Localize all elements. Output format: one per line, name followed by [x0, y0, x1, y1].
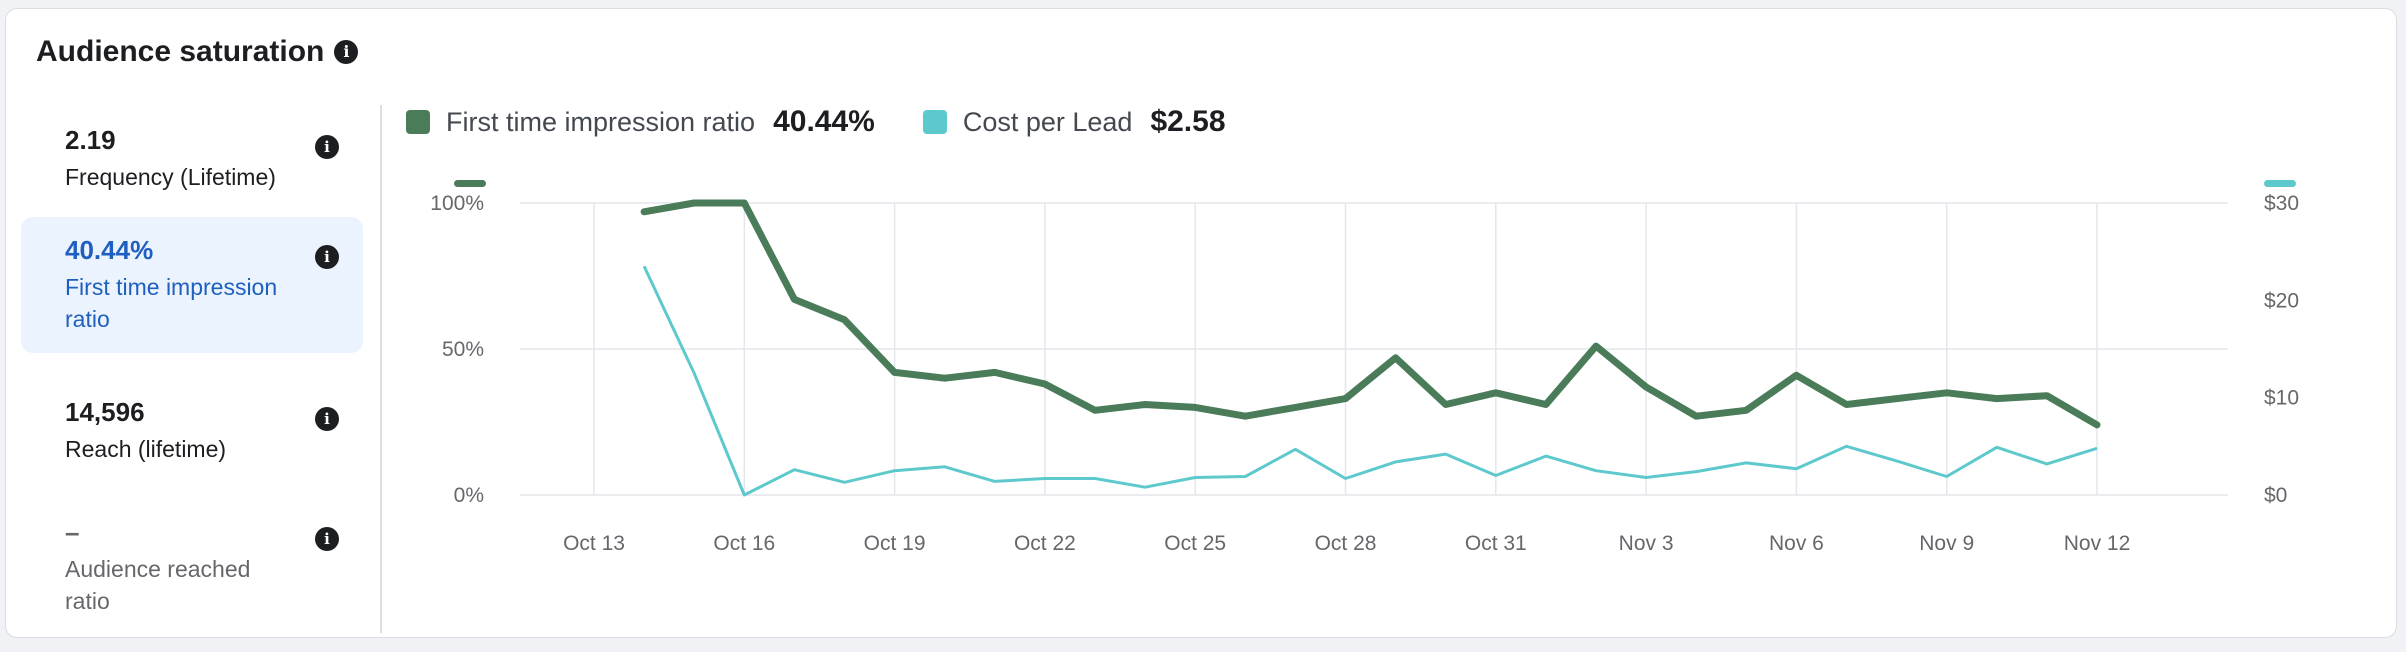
y-left-tick-label: 100%: [430, 192, 484, 215]
audience-saturation-card: Audience saturation i 2.19 Frequency (Li…: [5, 8, 2397, 638]
metric-value: 2.19: [65, 125, 116, 155]
divider: [380, 105, 382, 633]
chart-legend: First time impression ratio 40.44% Cost …: [406, 105, 1274, 139]
metric-frequency[interactable]: 2.19 Frequency (Lifetime) i: [21, 107, 363, 193]
x-tick-label: Oct 13: [563, 532, 625, 555]
x-tick-label: Oct 31: [1465, 532, 1527, 555]
info-icon[interactable]: i: [315, 527, 339, 551]
metric-reach[interactable]: 14,596 Reach (lifetime) i: [21, 379, 363, 465]
x-tick-label: Oct 22: [1014, 532, 1076, 555]
x-tick-label: Nov 3: [1619, 532, 1674, 555]
x-tick-label: Oct 16: [713, 532, 775, 555]
x-tick-label: Oct 25: [1164, 532, 1226, 555]
y-right-tick-label: $30: [2264, 192, 2299, 215]
legend-swatch-cpl: [922, 110, 947, 134]
metric-label: Reach (lifetime): [65, 436, 227, 462]
info-icon[interactable]: i: [334, 40, 359, 64]
x-tick-label: Nov 9: [1919, 532, 1974, 555]
y-left-tick-label: 0%: [454, 484, 484, 507]
metric-label: Frequency (Lifetime): [65, 164, 276, 190]
x-tick-label: Nov 6: [1769, 532, 1824, 555]
left-axis-marker: [454, 180, 486, 187]
info-icon[interactable]: i: [315, 135, 339, 159]
metric-label: First time impression ratio: [65, 274, 278, 332]
metric-value: 40.44%: [65, 235, 154, 265]
info-icon[interactable]: i: [315, 407, 339, 431]
info-icon[interactable]: i: [315, 245, 339, 269]
legend-value-ratio: 40.44%: [773, 105, 875, 138]
metric-value: 14,596: [65, 397, 145, 427]
legend-name-cpl: Cost per Lead: [962, 106, 1133, 137]
metric-audience-reached-ratio[interactable]: – Audience reached ratio i: [21, 499, 363, 617]
y-right-tick-label: $0: [2264, 484, 2287, 507]
y-right-tick-label: $10: [2264, 387, 2299, 410]
card-title: Audience saturation i: [36, 35, 359, 69]
x-tick-label: Oct 28: [1315, 532, 1377, 555]
y-left-tick-label: 50%: [442, 338, 484, 361]
legend-name-ratio: First time impression ratio: [446, 106, 756, 137]
metric-first-time-impression-ratio[interactable]: 40.44% First time impression ratio i: [21, 217, 363, 353]
legend-swatch-ratio: [406, 110, 430, 134]
metric-value: –: [65, 517, 80, 547]
x-tick-label: Oct 19: [864, 532, 926, 555]
y-right-tick-label: $20: [2264, 289, 2299, 312]
right-axis-marker: [2264, 180, 2296, 187]
title-text: Audience saturation: [36, 35, 325, 68]
x-tick-label: Nov 12: [2064, 532, 2131, 555]
series-line-cost-per-lead: [642, 265, 2098, 497]
metric-label: Audience reached ratio: [65, 556, 251, 614]
legend-value-cpl: $2.58: [1150, 105, 1226, 138]
series-line-first-time-impression-ratio: [640, 199, 2101, 429]
